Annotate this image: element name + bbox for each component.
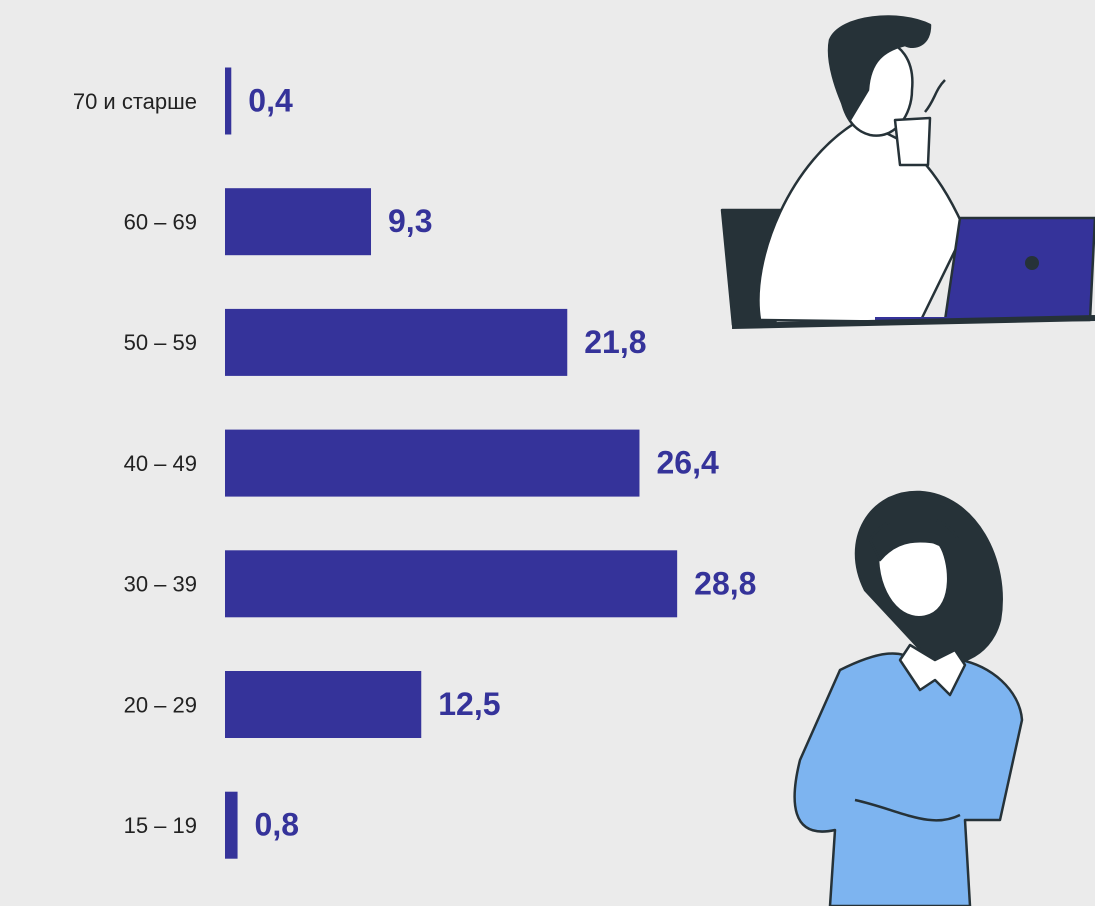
value-label: 12,5 [438, 686, 500, 722]
value-label: 0,4 [248, 82, 293, 118]
category-label: 30 – 39 [124, 572, 197, 597]
bar [225, 550, 677, 617]
category-label: 15 – 19 [124, 813, 197, 838]
chart: 70 и старше 0,4 60 – 69 9,3 50 – 59 21,8 40 – … [0, 0, 1095, 906]
value-label: 9,3 [388, 203, 432, 239]
bar [225, 671, 421, 738]
value-label: 21,8 [584, 324, 646, 360]
bar [225, 430, 639, 497]
category-label: 60 – 69 [124, 210, 197, 235]
category-label: 20 – 29 [124, 692, 197, 717]
category-label: 50 – 59 [124, 330, 197, 355]
bar [225, 188, 371, 255]
value-label: 0,8 [255, 807, 299, 843]
bar [225, 68, 231, 135]
category-label: 70 и старше [73, 89, 197, 114]
value-label: 26,4 [656, 445, 718, 481]
bar [225, 309, 567, 376]
value-label: 28,8 [694, 565, 756, 601]
bar [225, 792, 238, 859]
category-label: 40 – 49 [124, 451, 197, 476]
